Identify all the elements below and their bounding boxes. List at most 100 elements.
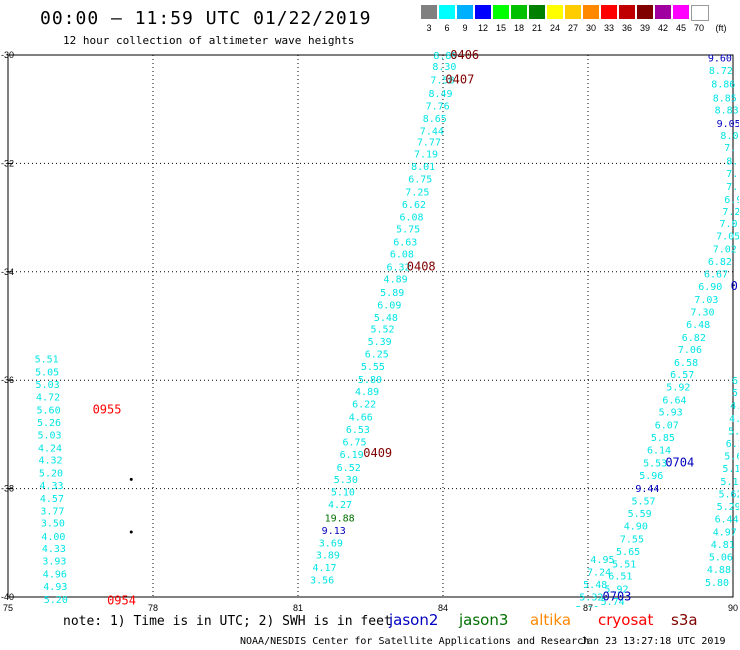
wave-height-label: 8.01 (411, 162, 435, 173)
pass-time-label: 0 (731, 279, 738, 293)
wave-height-label: 6.30 (726, 439, 740, 450)
wave-height-label: 6.67 (704, 269, 728, 280)
map-subtitle: 12 hour collection of altimeter wave hei… (63, 34, 355, 47)
satellite-jason3: jason3 (459, 611, 509, 629)
lon-tick-label: 81 (293, 603, 303, 613)
wave-height-label: 7. (726, 169, 738, 180)
wave-height-label: 6.08 (400, 213, 424, 224)
wave-height-label: 4.00 (41, 532, 65, 543)
lat-tick-label: -32 (1, 158, 14, 168)
lat-tick-label: -36 (1, 375, 14, 385)
lat-tick-label: -30 (1, 50, 14, 60)
legend-swatch (565, 5, 581, 19)
wave-height-label: 7.44 (420, 126, 444, 137)
wave-height-label: 5.63 (724, 452, 740, 463)
pass-time-label: 0954 (107, 593, 136, 607)
wave-height-label: 3.69 (319, 538, 343, 549)
wave-height-label: 4.24 (38, 443, 62, 454)
lon-tick-label: 90 (728, 603, 738, 613)
wave-height-label: 5.03 (37, 430, 61, 441)
wave-height-label: 8.89 (433, 51, 457, 62)
satellite-s3a: s3a (671, 611, 698, 629)
wave-height-label: 5.20 (39, 468, 63, 479)
wave-height-label: 7.55 (620, 534, 644, 545)
legend-label: 33 (603, 23, 614, 33)
wave-height-label: 5.13 (722, 464, 740, 475)
wave-height-label: 6.51 (608, 571, 632, 582)
wave-height-label: 7.77 (417, 138, 441, 149)
wave-height-label: 5.80 (358, 375, 382, 386)
lat-tick-label: -34 (1, 267, 14, 277)
wave-height-label: 9.44 (635, 484, 659, 495)
wave-height-label: 5.62 (719, 489, 740, 500)
wave-height-label: 4.32 (38, 455, 62, 466)
wave-height-label: 7.76 (426, 101, 450, 112)
wave-height-label: 5.80 (705, 578, 729, 589)
wave-height-label: 5.20 (44, 595, 68, 606)
wave-height-label: 7.30 (690, 307, 714, 318)
wave-height-label: 5.60 (37, 405, 61, 416)
legend-label: 42 (657, 23, 668, 33)
wave-height-label: 8.72 (709, 66, 733, 77)
wave-height-label: 3.77 (40, 506, 64, 517)
wave-height-label: 9.13 (322, 526, 346, 537)
wave-height-label: 6.08 (390, 249, 414, 260)
wave-height-label: 5.87 (572, 617, 596, 628)
wave-height-label: 5.59 (628, 509, 652, 520)
observation-dot (129, 477, 133, 481)
footer-note: note: 1) Time is in UTC; 2) SWH is in fe… (63, 614, 392, 629)
wave-height-label: 5.51 (35, 355, 59, 366)
wave-height-label: 6.53 (346, 425, 370, 436)
wave-height-label: 8.86 (711, 80, 735, 91)
legend-label: 45 (675, 23, 686, 33)
wave-height-label: 6.09 (377, 300, 401, 311)
wave-height-label: 6.9 (724, 195, 740, 206)
wave-height-label: 7.2 (722, 207, 740, 218)
wave-height-label: 5.92 (666, 383, 690, 394)
wave-height-label: 4.93 (43, 582, 67, 593)
wave-height-label: 7.19 (414, 150, 438, 161)
wave-height-label: 4.95 (590, 555, 614, 566)
wave-height-label: 5.74 (601, 597, 625, 608)
lat-tick-label: -38 (1, 484, 14, 494)
wave-height-label: 8. (726, 157, 738, 168)
legend-swatch (637, 5, 653, 19)
wave-height-label: 5 (732, 388, 738, 399)
wave-height-label: 6.44 (715, 514, 739, 525)
legend-label: 39 (639, 23, 650, 33)
legend-swatch (601, 5, 617, 19)
lon-tick-label: 75 (3, 603, 13, 613)
wave-height-label: 7.58 (430, 75, 454, 86)
wave-height-label: 5. (728, 427, 740, 438)
wave-height-label: 3.56 (310, 576, 334, 587)
wave-height-label: 6.75 (408, 175, 432, 186)
wave-height-label: 6.75 (342, 437, 366, 448)
wave-height-label: 5.30 (334, 475, 358, 486)
satellite-altika: altika (530, 611, 572, 629)
wave-height-label: 4. (730, 401, 740, 412)
wave-height-label: 5.52 (371, 325, 395, 336)
wave-height-label: 9.60 (708, 54, 732, 65)
wave-height-label: 8.85 (713, 93, 737, 104)
observation-dot (129, 530, 133, 534)
legend-label: 18 (513, 23, 524, 33)
footer-generated-time: Jan 23 13:27:18 UTC 2019 (581, 636, 726, 647)
wave-height-label: 3.89 (316, 551, 340, 562)
legend-swatch (511, 5, 527, 19)
wave-height-label: 5.29 (717, 502, 740, 513)
wave-height-label: 4.66 (349, 413, 373, 424)
wave-height-label: 4.89 (384, 274, 408, 285)
wave-height-label: 6.82 (708, 257, 732, 268)
wave-height-label: 5.55 (361, 362, 385, 373)
legend-swatch (529, 5, 545, 19)
wave-height-label: 4.90 (624, 521, 648, 532)
wave-height-label: 4.33 (39, 481, 63, 492)
wave-height-label: 5.96 (639, 471, 663, 482)
wave-height-label: 8.0 (720, 131, 738, 142)
pass-time-label: 0409 (363, 446, 392, 460)
wave-height-label: 6.63 (393, 237, 417, 248)
wave-height-label: 6.07 (655, 421, 679, 432)
wave-height-label: 6.52 (337, 463, 361, 474)
lat-tick-label: -40 (1, 592, 14, 602)
legend-swatch (457, 5, 473, 19)
